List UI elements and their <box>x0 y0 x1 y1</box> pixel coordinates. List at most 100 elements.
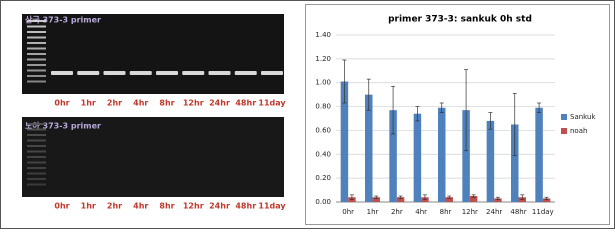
gel-band <box>156 71 178 75</box>
error-bar <box>520 194 525 200</box>
bar <box>340 81 349 202</box>
chart-frame <box>305 4 610 225</box>
gel-band <box>234 71 257 75</box>
error-bar <box>366 78 371 111</box>
ladder-band <box>27 150 46 153</box>
lane-label: 11day <box>258 202 286 211</box>
error-bar <box>391 85 396 135</box>
legend-label: noah <box>570 127 587 135</box>
bar <box>389 110 397 202</box>
lane-label: 24hr <box>209 202 230 211</box>
ladder-band <box>27 31 46 33</box>
bar <box>494 198 502 202</box>
y-tick-label: 0.80 <box>315 103 331 111</box>
error-bar <box>439 102 444 113</box>
bar <box>511 124 519 202</box>
lane-label: 12hr <box>183 99 204 108</box>
x-tick-label: 1hr <box>367 208 379 216</box>
error-bar <box>488 112 493 130</box>
y-tick-label: 0.60 <box>315 126 331 134</box>
legend-swatch <box>561 114 567 120</box>
gel-band <box>261 71 283 75</box>
lane-label: 24hr <box>209 99 230 108</box>
gel-2 <box>22 117 284 197</box>
ladder-band <box>27 128 46 131</box>
y-tick-label: 1.00 <box>315 79 331 87</box>
gel-band <box>129 71 152 75</box>
ladder-band <box>27 53 46 55</box>
bar <box>445 197 453 202</box>
figure: primer 373-3: sankuk 0h std 산국 373-3 pri… <box>0 0 615 229</box>
x-tick-label: 48hr <box>510 208 526 216</box>
bar <box>365 94 373 202</box>
x-tick-label: 0hr <box>342 208 354 216</box>
ladder-band <box>27 58 46 61</box>
x-tick-label: 12hr <box>462 208 478 216</box>
x-tick-label: 11day <box>532 208 554 216</box>
ladder-band <box>27 139 46 142</box>
error-bar <box>398 195 403 199</box>
lane-label: 2hr <box>107 202 122 211</box>
ladder-band <box>27 178 46 180</box>
lane-label: 4hr <box>133 99 148 108</box>
lane-label: 4hr <box>133 202 148 211</box>
ladder-band <box>27 167 46 169</box>
legend-label: Sankuk <box>570 113 596 121</box>
lane-label: 0hr <box>54 202 69 211</box>
ladder-band <box>27 42 46 44</box>
ladder-band <box>27 47 46 50</box>
error-bar <box>374 195 379 199</box>
bar <box>542 198 551 202</box>
ladder-band <box>27 156 46 158</box>
bar <box>372 197 380 202</box>
y-tick-label: 1.40 <box>315 31 331 39</box>
x-tick-label: 4hr <box>415 208 427 216</box>
error-bar <box>342 59 347 104</box>
ladder-band <box>27 134 46 136</box>
gel-band <box>103 71 126 75</box>
error-bar <box>544 196 549 200</box>
gel-title: 노아 373-3 primer <box>25 121 101 131</box>
bar <box>486 120 495 202</box>
x-tick-label: 24hr <box>486 208 502 216</box>
error-bar <box>422 194 427 200</box>
ladder-band <box>27 161 46 164</box>
ladder-band <box>27 36 46 39</box>
error-bar <box>512 93 517 156</box>
ladder-band <box>27 75 46 77</box>
bar <box>413 113 422 202</box>
error-bar <box>471 194 476 198</box>
y-tick-label: 0.00 <box>315 198 331 206</box>
lane-label: 12hr <box>183 202 204 211</box>
lane-label: 0hr <box>54 99 69 108</box>
ladder-band <box>27 145 46 147</box>
y-tick-label: 1.20 <box>315 55 331 63</box>
lane-label: 8hr <box>159 202 174 211</box>
gel-title: 산국 373-3 primer <box>25 15 101 25</box>
ladder-band <box>27 20 46 22</box>
error-bar <box>495 196 500 200</box>
ladder-band <box>27 123 46 125</box>
gel-band <box>77 71 100 75</box>
bar <box>469 196 478 202</box>
lane-label: 48hr <box>235 99 256 108</box>
gel-band <box>208 71 231 75</box>
error-bar <box>464 69 469 152</box>
lane-label: 1hr <box>81 99 96 108</box>
ladder-band <box>27 64 46 66</box>
ladder-band <box>27 183 46 186</box>
bar <box>438 107 446 202</box>
gel-band <box>182 71 205 75</box>
bar <box>535 107 543 202</box>
y-tick-label: 0.40 <box>315 150 331 158</box>
lane-label: 11day <box>258 99 286 108</box>
lane-label: 48hr <box>235 202 256 211</box>
y-tick-label: 0.20 <box>315 174 331 182</box>
ladder-band <box>27 80 46 83</box>
gel-band <box>51 71 73 75</box>
chart-title: primer 373-3: sankuk 0h std <box>388 15 532 25</box>
error-bar <box>447 195 452 199</box>
bar <box>396 197 405 202</box>
gel-1 <box>22 14 284 94</box>
bar <box>462 110 470 202</box>
